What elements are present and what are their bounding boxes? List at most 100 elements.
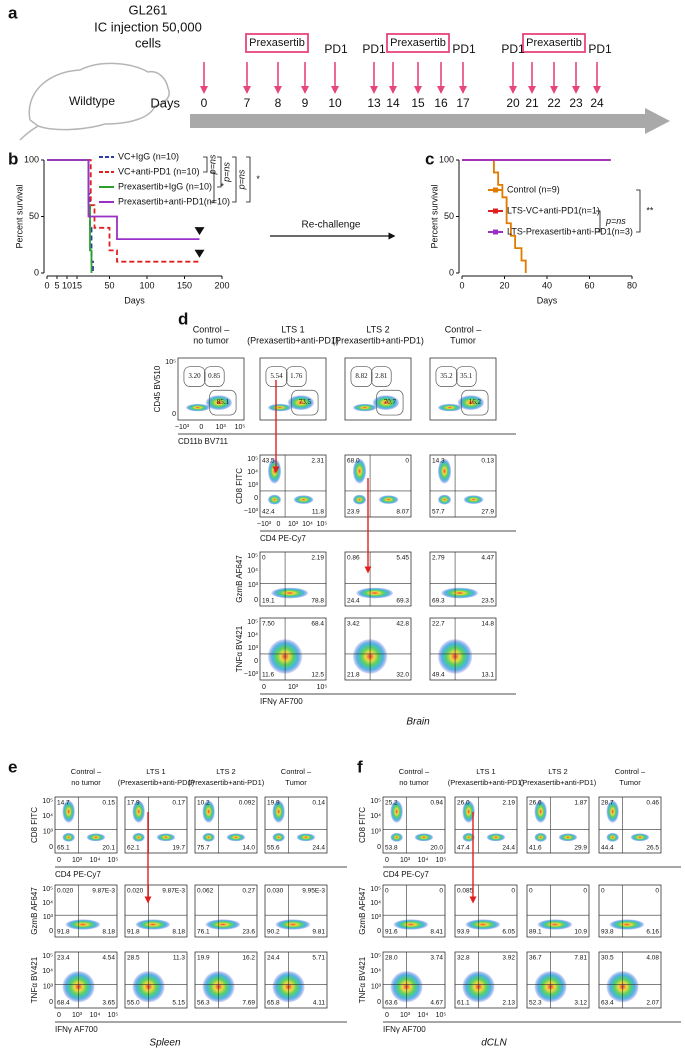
density-blob — [390, 800, 403, 823]
prexasertib-label: Prexasertib — [249, 37, 305, 49]
quadrant-percent: 61.1 — [457, 1000, 470, 1007]
density-blob — [156, 833, 176, 842]
quadrant-percent: 47.4 — [457, 845, 470, 852]
y-tick-label: 100 — [24, 154, 39, 164]
density-blob — [534, 800, 547, 823]
y-tick-label: 0 — [449, 267, 454, 277]
quadrant-percent: 8.18 — [172, 929, 185, 936]
y-axis-label: CD8 FITC — [235, 468, 244, 504]
quadrant-percent: 52.3 — [529, 1000, 542, 1007]
quadrant-percent: 26.5 — [646, 845, 659, 852]
quadrant-percent: 9.87E-3 — [162, 888, 185, 895]
gate-percent: 3.20 — [188, 372, 201, 380]
quadrant-percent: 91.8 — [57, 929, 70, 936]
rechallenge-label: Re-challenge — [302, 220, 361, 231]
x-tick-label: 10⁴ — [302, 521, 313, 528]
panel-letter: f — [357, 757, 363, 776]
x-tick-label: 60 — [584, 280, 594, 290]
x-tick-label: 0 — [57, 857, 61, 864]
timeline-bar — [190, 108, 670, 134]
column-header: Control – — [399, 767, 430, 776]
quadrant-percent: 0.13 — [481, 458, 494, 465]
quadrant-percent: 0 — [405, 458, 409, 465]
x-tick-label: 80 — [627, 280, 637, 290]
y-tick-label: 10⁴ — [42, 813, 53, 820]
quadrant-percent: 32.8 — [457, 955, 470, 962]
y-tick-label: −10³ — [244, 508, 259, 515]
quadrant-percent: 21.8 — [347, 672, 360, 679]
day-label: 13 — [367, 96, 381, 110]
stat-bracket — [232, 156, 237, 203]
legend-label: VC+IgG (n=10) — [118, 151, 179, 161]
prexasertib-box — [245, 33, 309, 53]
quadrant-percent: 28.7 — [601, 800, 614, 807]
x-axis-label: Days — [124, 295, 145, 305]
x-tick-label: 0 — [459, 280, 464, 290]
density-blob — [272, 800, 285, 823]
day-label: 21 — [525, 96, 539, 110]
pd1-label: PD1 — [452, 42, 476, 56]
y-tick-label: 0 — [377, 999, 381, 1006]
quadrant-percent: 0.062 — [197, 888, 214, 895]
quadrant-percent: 4.47 — [481, 555, 494, 562]
y-tick-label: 10⁵ — [370, 953, 381, 960]
quadrant-percent: 62.1 — [127, 845, 140, 852]
y-axis-label: TNFα BV421 — [235, 625, 244, 672]
quadrant-percent: 20.1 — [102, 845, 115, 852]
quadrant-percent: 93.9 — [457, 929, 470, 936]
y-tick-label: 10⁵ — [247, 553, 258, 560]
quadrant-percent: 91.6 — [385, 929, 398, 936]
column-header: (Prexasertib+anti-PD1) — [188, 778, 265, 787]
prexasertib-box — [522, 33, 586, 53]
density-blob — [287, 395, 315, 411]
quadrant-percent: 23.9 — [347, 509, 360, 516]
quadrant-percent: 5.15 — [172, 1000, 185, 1007]
quadrant-percent: 23.5 — [481, 598, 494, 605]
density-blob — [293, 495, 314, 504]
x-axis-label: CD4 PE-Cy7 — [55, 870, 101, 879]
day-label: 10 — [328, 96, 342, 110]
y-tick-label: 10³ — [371, 984, 382, 991]
quadrant-percent: 0.020 — [57, 888, 74, 895]
quadrant-percent: 0.020 — [127, 888, 144, 895]
y-tick-label: 50 — [444, 211, 454, 221]
day-label: 7 — [244, 96, 251, 110]
quadrant-percent: 9.95E-3 — [302, 888, 325, 895]
quadrant-percent: 3.42 — [347, 621, 360, 628]
day-label: 17 — [456, 96, 470, 110]
tissue-label: Spleen — [149, 1038, 181, 1049]
density-blob — [457, 395, 485, 411]
day-label: 0 — [201, 96, 208, 110]
gate-percent: 2.81 — [375, 372, 388, 380]
quadrant-percent: 4.67 — [430, 1000, 443, 1007]
quadrant-percent: 69.3 — [432, 598, 445, 605]
density-blob — [267, 403, 292, 412]
quadrant-percent: 3.12 — [574, 1000, 587, 1007]
gate — [376, 389, 404, 416]
y-tick-label: 100 — [439, 154, 454, 164]
quadrant-percent: 9.87E-3 — [92, 888, 115, 895]
quadrant-percent: 0.14 — [312, 800, 325, 807]
legend-marker — [493, 187, 498, 193]
gate-percent: 70.7 — [384, 398, 397, 406]
quadrant-percent: 75.7 — [197, 845, 210, 852]
day-label: 22 — [547, 96, 561, 110]
gate-percent: 73.5 — [299, 398, 312, 406]
x-tick-label: 0 — [385, 1012, 389, 1019]
pd1-label: PD1 — [501, 42, 525, 56]
day-label: 24 — [590, 96, 604, 110]
quadrant-percent: 5.71 — [312, 955, 325, 962]
quadrant-percent: 0 — [583, 888, 587, 895]
density-blob — [352, 494, 367, 505]
prexasertib-label: Prexasertib — [390, 37, 446, 49]
x-tick-label: 50 — [104, 280, 114, 290]
x-tick-label: 10⁵ — [108, 1012, 119, 1019]
quadrant-percent: 32.0 — [396, 672, 409, 679]
x-tick-label: 10⁴ — [418, 1012, 429, 1019]
y-tick-label: 10⁴ — [247, 469, 258, 476]
x-tick-label: 40 — [542, 280, 552, 290]
quadrant-percent: 68.4 — [311, 621, 324, 628]
density-blob — [132, 800, 145, 823]
density-blob — [271, 587, 309, 599]
